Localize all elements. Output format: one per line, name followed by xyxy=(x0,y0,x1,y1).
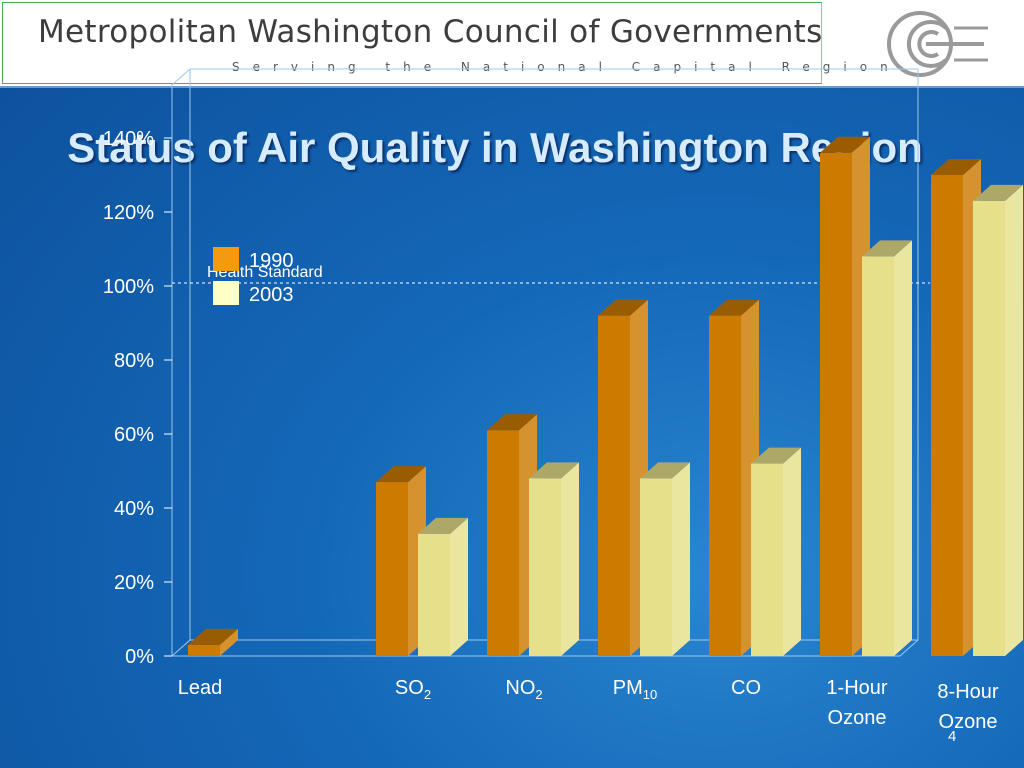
bar-front xyxy=(820,152,852,657)
y-tick-label: 100% xyxy=(103,276,154,298)
legend-label-2003: 2003 xyxy=(249,284,294,306)
bar-top xyxy=(529,462,579,479)
bar-top xyxy=(973,184,1023,201)
organization-tagline: Serving the National Capital Region xyxy=(232,60,901,74)
slide-title: Status of Air Quality in Washington Regi… xyxy=(67,124,923,171)
bar-front xyxy=(188,644,220,656)
bar-side xyxy=(450,517,468,656)
x-category-label: CO xyxy=(731,677,761,699)
y-tick-label: 40% xyxy=(114,498,154,520)
x-category-label: 1-Hour xyxy=(826,677,887,699)
bar-2003-5 xyxy=(862,240,912,656)
bar-top xyxy=(487,414,537,431)
bar-side xyxy=(783,447,801,656)
bar-2003-3 xyxy=(640,462,690,656)
x-category-label: Lead xyxy=(178,677,223,699)
bar-top xyxy=(418,517,468,534)
bar-front xyxy=(418,533,450,656)
bar-side xyxy=(894,240,912,656)
bar-top xyxy=(931,159,981,175)
y-tick-label: 80% xyxy=(114,350,154,372)
x-category-label: Ozone xyxy=(828,707,887,729)
y-tick-label: 60% xyxy=(114,424,154,446)
legend-swatch-1990 xyxy=(213,247,239,271)
bar-front xyxy=(376,482,408,656)
cog-logo-icon xyxy=(887,11,988,77)
bar-side xyxy=(1005,184,1023,656)
bar-side xyxy=(220,628,238,656)
bar-2003-4 xyxy=(751,447,801,656)
page-number: 4 xyxy=(948,728,957,745)
bar-top xyxy=(640,462,690,479)
header-frame xyxy=(2,2,822,84)
bar-side xyxy=(672,462,690,656)
bar-front xyxy=(640,478,672,656)
x-category-label: 8-Hour xyxy=(937,681,998,703)
y-tick-label: 140% xyxy=(103,128,154,150)
bar-front xyxy=(598,315,630,656)
x-category-label: PM10 xyxy=(613,677,657,702)
bar-top xyxy=(751,447,801,464)
y-tick-label: 20% xyxy=(114,572,154,594)
bar-2003-1 xyxy=(418,517,468,656)
organization-name: Metropolitan Washington Council of Gover… xyxy=(38,14,823,50)
legend-label-1990: 1990 xyxy=(249,250,294,272)
y-tick-label: 0% xyxy=(125,646,154,668)
bar-front xyxy=(862,256,894,656)
bar-front xyxy=(751,463,783,656)
bar-2003-6 xyxy=(973,184,1023,656)
bar-1990-2 xyxy=(487,414,537,656)
bar-front xyxy=(931,175,963,656)
y-tick-label: 120% xyxy=(103,202,154,224)
bar-front xyxy=(487,430,519,656)
x-category-label: NO2 xyxy=(505,677,542,702)
bar-1990-0 xyxy=(188,628,238,656)
x-category-label: Ozone xyxy=(939,711,998,733)
bar-top xyxy=(188,628,238,645)
bar-top xyxy=(709,299,759,316)
legend-swatch-2003 xyxy=(213,281,239,305)
bar-2003-2 xyxy=(529,462,579,656)
bar-top xyxy=(862,240,912,257)
header-banner: Metropolitan Washington Council of Gover… xyxy=(0,0,1024,88)
x-category-label: SO2 xyxy=(395,677,431,702)
bar-front xyxy=(529,478,561,656)
bar-front xyxy=(709,315,741,656)
bar-front xyxy=(973,200,1005,656)
bar-side xyxy=(561,462,579,656)
bar-top xyxy=(598,299,648,316)
bar-top xyxy=(376,466,426,483)
bar-top xyxy=(820,136,870,153)
bar-1990-3 xyxy=(598,299,648,656)
